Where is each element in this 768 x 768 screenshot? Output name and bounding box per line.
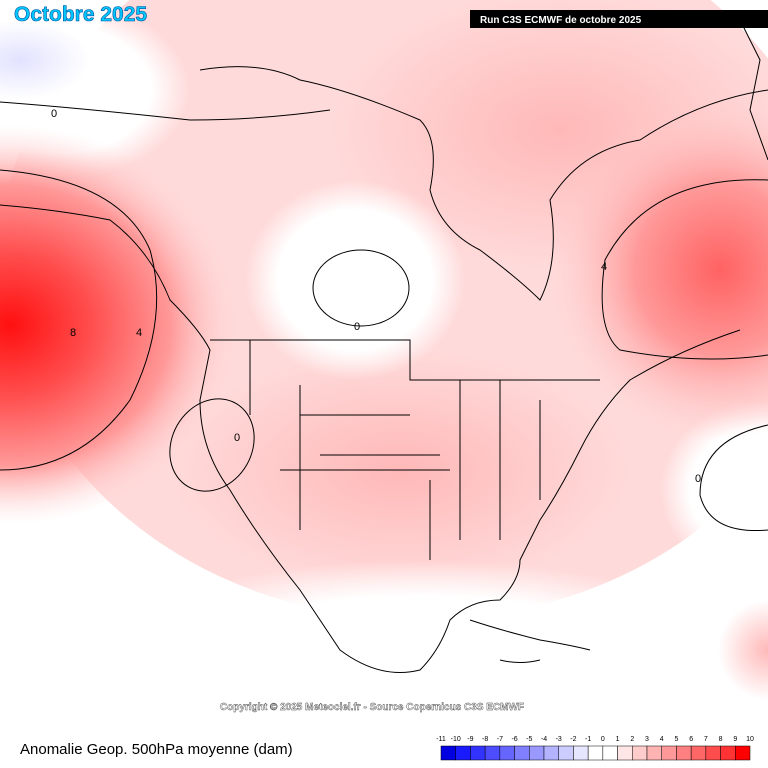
contour-labels: 0 8 4 0 0 4 0	[51, 108, 701, 485]
coastlines	[0, 19, 768, 673]
legend-swatch	[676, 745, 692, 761]
contour-label: 0	[234, 432, 240, 444]
legend-swatch	[543, 745, 559, 761]
contour-label: 4	[601, 261, 607, 273]
legend-swatch	[499, 745, 515, 761]
legend-tick-label: 5	[674, 736, 678, 743]
legend-tick-label: 6	[689, 736, 693, 743]
contour-label: 0	[51, 108, 57, 120]
legend-tick-label: -11	[436, 736, 446, 743]
legend-tick-label: -7	[497, 736, 503, 743]
legend-tick-label: 1	[616, 736, 620, 743]
legend-tick-label: -1	[585, 736, 591, 743]
legend-swatch	[705, 745, 721, 761]
legend-tick-label: 9	[733, 736, 737, 743]
legend-tick-label: 4	[660, 736, 664, 743]
legend-swatch	[661, 745, 677, 761]
legend-tick-label: 7	[704, 736, 708, 743]
map-title: Octobre 2025	[14, 3, 147, 26]
legend-swatch	[470, 745, 486, 761]
legend-swatch	[484, 745, 501, 761]
legend-tick-label: -10	[451, 736, 461, 743]
contours	[0, 101, 768, 532]
legend-tick-label: 0	[601, 736, 605, 743]
legend-tick-label: -3	[556, 736, 562, 743]
contour-label: 0	[695, 473, 701, 485]
legend-swatch	[529, 745, 545, 761]
legend-tick-label: 2	[630, 736, 634, 743]
legend-swatch	[617, 745, 633, 761]
legend-swatch	[440, 745, 456, 761]
legend-tick-label: 3	[645, 736, 649, 743]
legend-tick-label: 10	[746, 736, 754, 743]
legend-tick-label: -2	[570, 736, 576, 743]
legend-tick-label: -6	[511, 736, 517, 743]
legend-tick-label: -9	[467, 736, 473, 743]
legend-swatch	[558, 745, 574, 761]
legend-swatch	[455, 745, 471, 761]
caption: Anomalie Geop. 500hPa moyenne (dam)	[20, 741, 293, 758]
legend-swatch	[632, 745, 648, 761]
legend-tick-label: 8	[719, 736, 723, 743]
legend-swatch	[514, 745, 530, 761]
contour-label: 0	[354, 321, 360, 333]
legend-swatch	[690, 745, 707, 761]
legend-swatch	[720, 745, 736, 761]
run-banner	[470, 10, 768, 28]
legend-swatch	[587, 745, 604, 761]
legend-swatch	[646, 745, 662, 761]
contour-label: 8	[70, 327, 76, 339]
run-label: Run C3S ECMWF de octobre 2025	[480, 15, 642, 26]
legend-swatch	[602, 745, 618, 761]
contour-label: 4	[136, 327, 142, 339]
legend-swatch	[735, 745, 751, 761]
copyright: Copyright © 2025 Meteociel.fr - Source C…	[220, 702, 524, 713]
legend-tick-label: -4	[541, 736, 547, 743]
legend-swatch	[573, 745, 589, 761]
color-legend: -11 -10 -9 -8 -7 -6 -5 -4 -3 -2 -1 0 1 2 3 4 5 6 7 8 9 10	[436, 736, 754, 761]
legend-tick-label: -5	[526, 736, 532, 743]
legend-tick-label: -8	[482, 736, 488, 743]
